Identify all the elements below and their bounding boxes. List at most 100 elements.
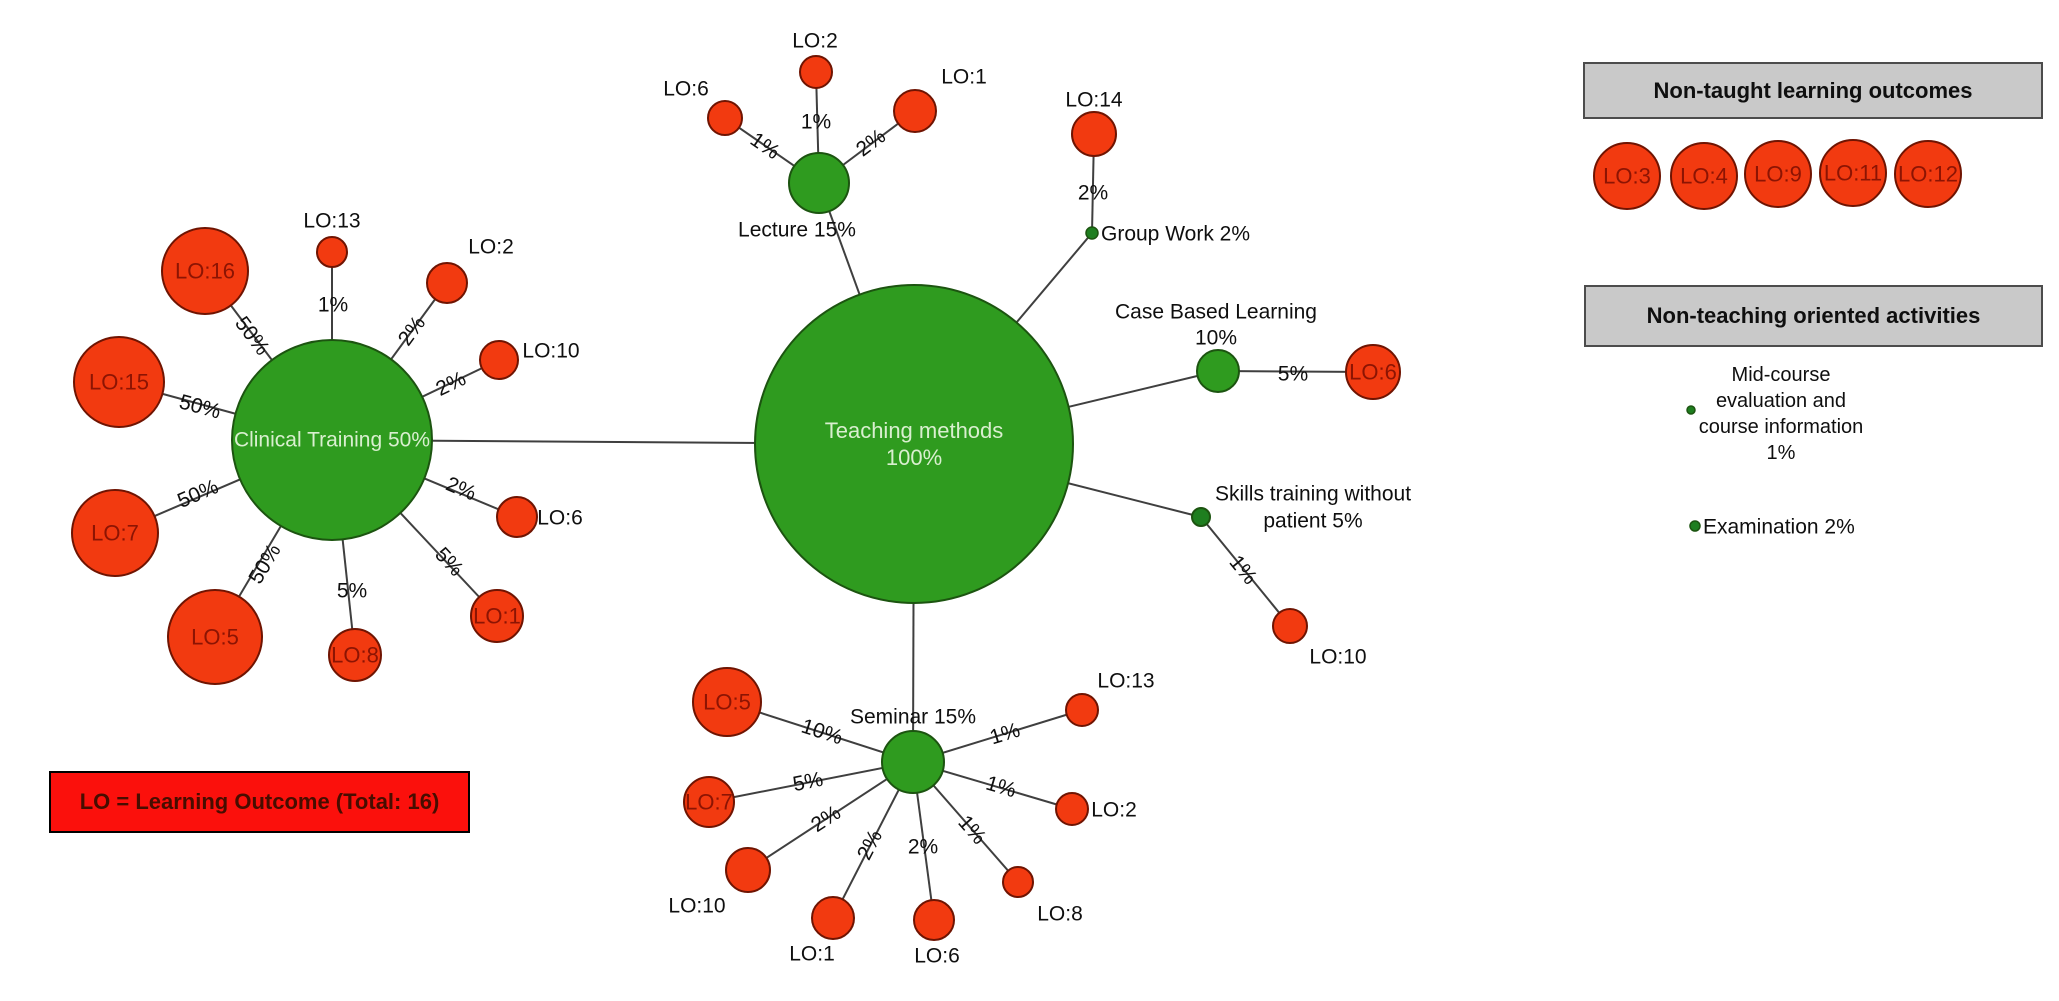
node-c16 (161, 227, 249, 315)
node-label-seminar: Seminar 15% (850, 706, 976, 729)
node-c8 (328, 628, 382, 682)
node-label-c15: LO:15 (89, 370, 149, 395)
node-c5 (167, 589, 263, 685)
edge-label-clinical-c15: 50% (177, 390, 224, 423)
node-label-c16: LO:16 (175, 259, 235, 284)
edge-label-clinical-c6: 2% (443, 473, 480, 506)
node-c13 (316, 236, 348, 268)
legend-non-taught-title: Non-taught learning outcomes (1583, 62, 2043, 119)
node-label-n3: LO:3 (1603, 164, 1651, 189)
edge-label-seminar-s10: 2% (807, 801, 845, 837)
node-label-g14: LO:14 (1065, 89, 1123, 112)
node-g14 (1071, 111, 1117, 157)
node-c15 (73, 336, 165, 428)
node-label-mid: Mid-course (1732, 364, 1831, 386)
edge-label-clinical-c8: 5% (337, 580, 367, 603)
node-clinical (231, 339, 433, 541)
node-skills (1191, 507, 1211, 527)
node-c7 (71, 489, 159, 577)
node-label-case: 10% (1195, 327, 1237, 350)
node-label-skills: Skills training without (1215, 483, 1411, 506)
node-label-teaching: Teaching methods (825, 418, 1004, 443)
node-label-n12: LO:12 (1898, 162, 1958, 187)
node-label-c10: LO:10 (522, 340, 579, 363)
node-n9 (1744, 140, 1812, 208)
node-n4 (1670, 142, 1738, 210)
node-label-c6: LO:6 (537, 507, 583, 530)
node-label-n11: LO:11 (1824, 161, 1882, 186)
node-label-s1: LO:1 (789, 943, 835, 966)
edge-label-seminar-s7: 5% (791, 768, 825, 796)
node-c10 (479, 340, 519, 380)
node-label-teaching: 100% (886, 445, 942, 470)
node-label-s8: LO:8 (1037, 903, 1083, 926)
node-exam (1689, 520, 1701, 532)
node-s1 (811, 896, 855, 940)
edge-label-clinical-c5: 50% (244, 540, 285, 588)
edge-label-seminar-s13: 1% (987, 719, 1023, 750)
node-c2 (426, 262, 468, 304)
node-label-mid: course information (1699, 416, 1864, 438)
node-label-le6: LO:6 (663, 78, 709, 101)
node-label-mid: 1% (1767, 442, 1796, 464)
node-label-s6: LO:6 (914, 945, 960, 968)
node-lecture (788, 152, 850, 214)
edge-label-clinical-c7: 50% (174, 475, 222, 513)
legend-non-teaching-title: Non-teaching oriented activities (1584, 285, 2043, 347)
node-s2 (1055, 792, 1089, 826)
node-label-s13: LO:13 (1097, 670, 1154, 693)
node-sk10 (1272, 608, 1308, 644)
node-label-case: Case Based Learning (1115, 301, 1317, 324)
node-label-c7: LO:7 (91, 521, 139, 546)
node-label-skills: patient 5% (1263, 510, 1362, 533)
node-label-sk10: LO:10 (1309, 646, 1366, 669)
node-n3 (1593, 142, 1661, 210)
edge-label-seminar-s6: 2% (908, 836, 938, 859)
edge-seminar-s10 (747, 761, 914, 871)
edge-label-seminar-s2: 1% (983, 772, 1019, 803)
node-le6 (707, 100, 743, 136)
node-s8 (1002, 866, 1034, 898)
node-label-lecture: Lecture 15% (738, 219, 856, 242)
node-label-mid: evaluation and (1716, 390, 1846, 412)
node-c6 (496, 496, 538, 538)
edge-label-case-cb6: 5% (1278, 362, 1309, 385)
node-label-c8: LO:8 (331, 643, 379, 668)
edge-label-lecture-le6: 1% (746, 128, 784, 164)
edge-label-groupwork-g14: 2% (1078, 182, 1108, 205)
node-n11 (1819, 139, 1887, 207)
node-c1 (470, 589, 524, 643)
node-label-c1: LO:1 (473, 604, 521, 629)
node-label-cb6: LO:6 (1349, 360, 1397, 385)
node-label-s7: LO:7 (685, 790, 733, 815)
node-cb6 (1345, 344, 1401, 400)
edge-label-clinical-c13: 1% (318, 294, 348, 317)
edge-label-lecture-le1: 2% (852, 125, 890, 162)
node-label-n4: LO:4 (1680, 164, 1728, 189)
node-n12 (1894, 140, 1962, 208)
edge-label-lecture-le2: 1% (801, 111, 831, 134)
node-le1 (893, 89, 937, 133)
lo-definition-box: LO = Learning Outcome (Total: 16) (49, 771, 470, 833)
node-label-c13: LO:13 (303, 210, 360, 233)
node-label-s10: LO:10 (668, 895, 725, 918)
node-s7 (683, 776, 735, 828)
edge-label-clinical-c2: 2% (394, 312, 430, 350)
edge-label-clinical-c1: 5% (430, 543, 468, 581)
node-case (1196, 349, 1240, 393)
node-mid (1686, 405, 1696, 415)
node-le2 (799, 55, 833, 89)
node-s5 (692, 667, 762, 737)
edge-label-seminar-s5: 10% (798, 715, 845, 750)
node-label-le2: LO:2 (792, 30, 838, 53)
node-label-c5: LO:5 (191, 625, 239, 650)
edge-label-seminar-s1: 2% (853, 826, 887, 864)
edge-seminar-s7 (708, 761, 914, 803)
node-label-n9: LO:9 (1754, 162, 1802, 187)
node-s10 (725, 847, 771, 893)
node-label-clinical: Clinical Training 50% (234, 429, 430, 452)
node-label-exam: Examination 2% (1703, 516, 1855, 539)
edge-label-clinical-c10: 2% (432, 367, 469, 401)
